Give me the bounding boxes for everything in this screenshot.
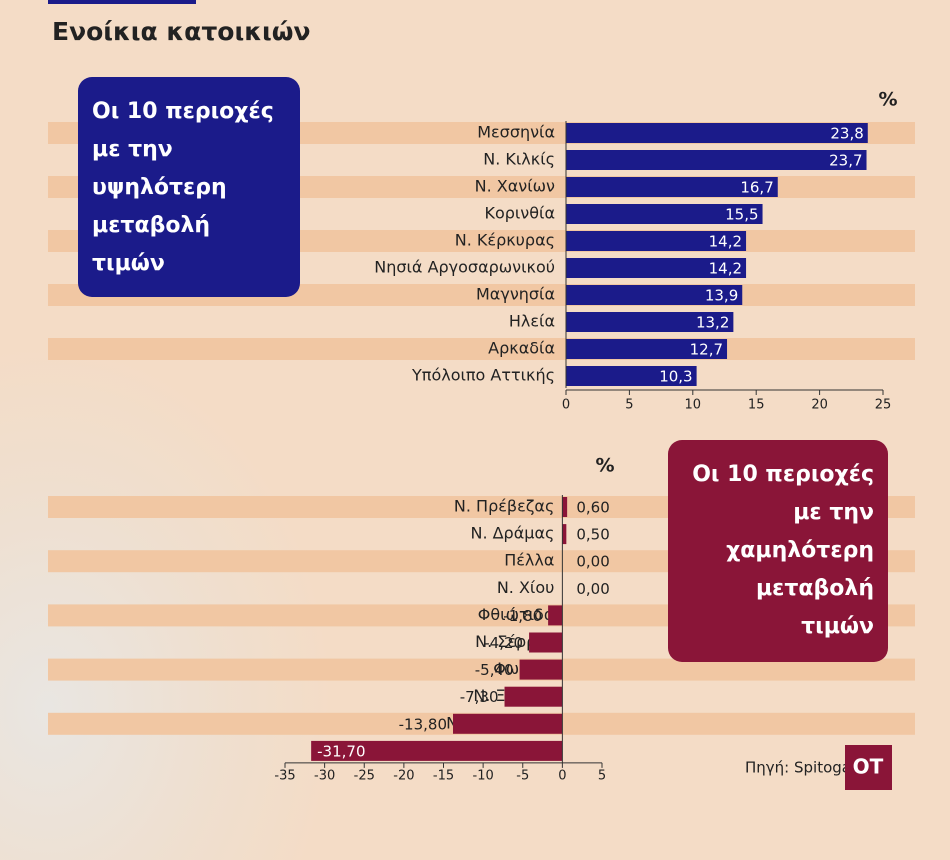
bar [519,659,563,680]
value-label: -5,40 [475,661,514,679]
category-label: Ν. Δράμας [470,524,554,543]
annotation-line: με την [793,500,874,525]
category-label: Ν. Χανίων [475,177,555,196]
top-rule [48,0,196,4]
bar [566,258,747,278]
row-band [48,338,915,360]
value-label: -7,30 [460,688,499,706]
unit-label: % [595,455,614,477]
annotation-line: χαμηλότερη [726,538,874,563]
value-label: 0,50 [576,526,609,544]
unit-label: % [878,89,897,111]
category-label: Πέλλα [504,551,554,570]
category-label: Ν. Πρέβεζας [454,497,554,516]
x-tick-label: -15 [433,769,454,784]
source: Πηγή: Spitogatos [745,759,874,777]
bar [566,312,734,332]
x-tick-label: -30 [314,769,335,784]
annotation-line: τιμών [801,614,874,639]
value-label: 23,8 [830,125,863,143]
value-label: 0,00 [576,553,609,571]
annotation-line: υψηλότερη [92,175,227,200]
value-label: 14,2 [709,260,742,278]
x-tick-label: 20 [811,398,828,413]
annotation-line: τιμών [92,251,165,276]
x-tick-label: 0 [562,398,570,413]
x-tick-label: 0 [558,769,566,784]
bar [562,497,568,517]
bar [566,339,728,359]
annotation-box [668,440,888,662]
category-label: Υπόλοιπο Αττικής [411,366,555,385]
category-label: Μαγνησία [476,285,555,304]
value-label: 10,3 [659,368,692,386]
x-tick-label: -35 [274,769,295,784]
x-tick-label: -20 [393,769,414,784]
x-tick-label: 25 [875,398,892,413]
bar [562,524,567,545]
bar [504,686,563,707]
bar [566,204,763,224]
annotation-line: μεταβολή [92,213,210,238]
bar [529,632,563,653]
logo-box [845,745,892,790]
x-tick-label: 15 [748,398,765,413]
category-label: Νησιά Αργοσαρωνικού [374,258,555,277]
value-label: -31,70 [317,742,365,760]
row-band [48,658,915,681]
value-label: 13,2 [696,314,729,332]
value-label: 0,60 [576,499,609,517]
category-label: Φθιώτιδα [478,605,555,624]
x-tick-label: -5 [516,769,529,784]
value-label: 0,00 [576,580,609,598]
category-label: Μεσσηνία [477,123,555,142]
value-label: 12,7 [690,341,723,359]
bar [453,713,563,734]
bar [566,231,747,251]
annotation-line: μεταβολή [756,576,874,601]
category-label: Ν. Κέρκυρας [455,231,555,250]
x-tick-label: -25 [354,769,375,784]
bar [566,123,868,143]
bar [566,177,778,197]
x-tick-label: 5 [625,398,633,413]
title: Ενοίκια κατοικιών [52,17,310,46]
x-tick-label: 10 [685,398,702,413]
annotation-box [78,77,300,297]
category-label: Ηλεία [509,312,555,331]
annotation-line: με την [92,137,173,162]
category-label: Κορινθία [484,204,555,223]
value-label: 23,7 [829,152,862,170]
logo: OT [853,755,884,779]
value-label: 14,2 [709,233,742,251]
category-label: Ν. Κιλκίς [483,150,555,169]
value-label: -1,80 [503,607,542,625]
x-tick-label: 5 [598,769,606,784]
value-label: 16,7 [740,179,773,197]
category-label: Ν. Χίου [497,578,555,597]
x-tick-label: -10 [473,769,494,784]
annotation-line: Οι 10 περιοχές [92,99,274,124]
bar [566,285,743,305]
value-label: 13,9 [705,287,738,305]
value-label: -13,80 [399,715,447,733]
bar [548,605,563,626]
value-label: 15,5 [725,206,758,224]
annotation-line: Οι 10 περιοχές [692,462,874,487]
bar [566,366,697,386]
category-label: Αρκαδία [488,339,555,358]
bar [311,740,563,761]
value-label: -4,20 [484,634,523,652]
bar [566,150,867,170]
